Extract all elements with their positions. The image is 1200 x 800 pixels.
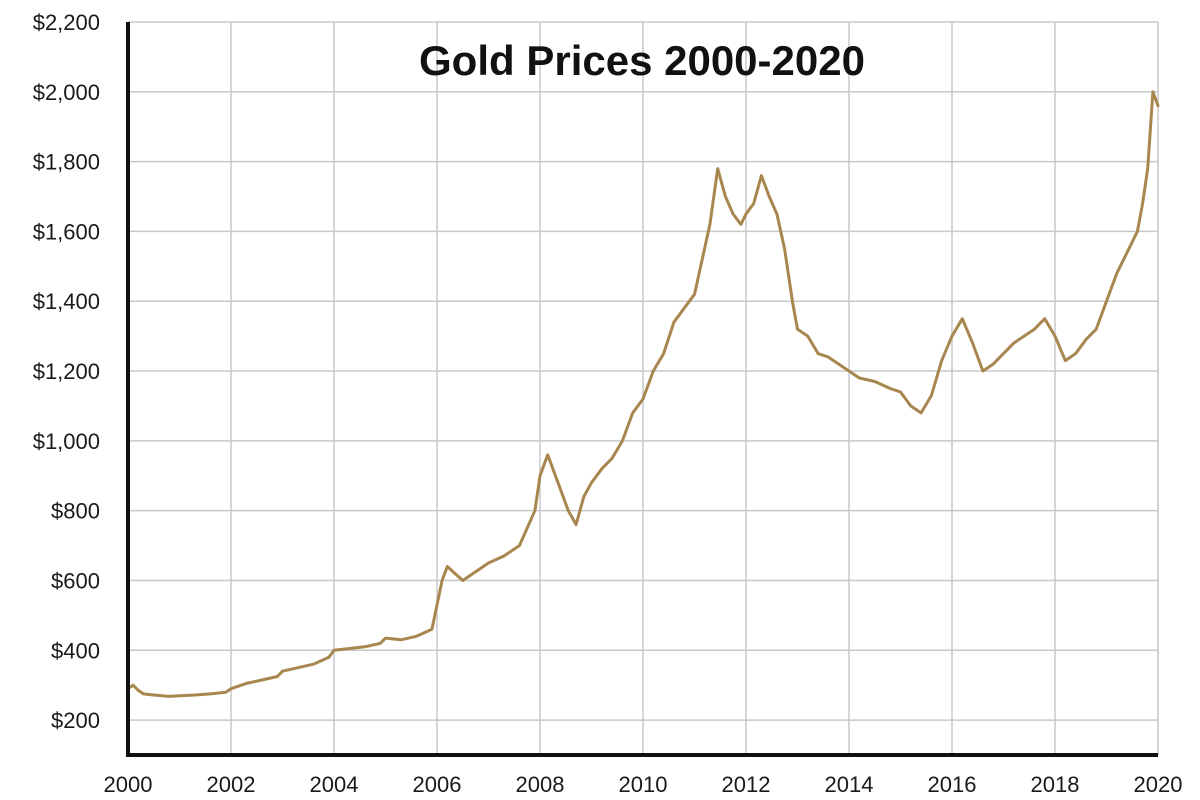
y-tick-label: $1,400 <box>33 289 100 314</box>
label-layer: 2000 2002 2004 2006 2008 2010 2012 2014 2016 2018… <box>33 10 1183 797</box>
x-tick-label: 2002 <box>207 772 256 797</box>
y-tick-label: $400 <box>51 638 100 663</box>
y-tick-label: $800 <box>51 499 100 524</box>
y-tick-label: $1,600 <box>33 219 100 244</box>
x-tick-label: 2004 <box>310 772 359 797</box>
y-tick-label: $2,000 <box>33 80 100 105</box>
grid-layer <box>128 21 1159 755</box>
x-tick-label: 2018 <box>1031 772 1080 797</box>
y-tick-label: $600 <box>51 568 100 593</box>
x-tick-label: 2000 <box>104 772 153 797</box>
chart-title: Gold Prices 2000-2020 <box>419 37 865 84</box>
y-tick-label: $1,000 <box>33 429 100 454</box>
y-tick-label: $1,800 <box>33 150 100 175</box>
x-tick-label: 2016 <box>928 772 977 797</box>
x-tick-label: 2014 <box>825 772 874 797</box>
x-tick-label: 2020 <box>1134 772 1183 797</box>
y-tick-label: $200 <box>51 708 100 733</box>
x-tick-label: 2006 <box>413 772 462 797</box>
x-tick-label: 2008 <box>516 772 565 797</box>
series-layer <box>126 90 1160 698</box>
y-tick-label: $2,200 <box>33 10 100 35</box>
x-tick-label: 2010 <box>619 772 668 797</box>
y-tick-label: $1,200 <box>33 359 100 384</box>
axis-layer <box>126 22 1158 757</box>
x-tick-label: 2012 <box>722 772 771 797</box>
gold-price-line <box>126 90 1160 698</box>
